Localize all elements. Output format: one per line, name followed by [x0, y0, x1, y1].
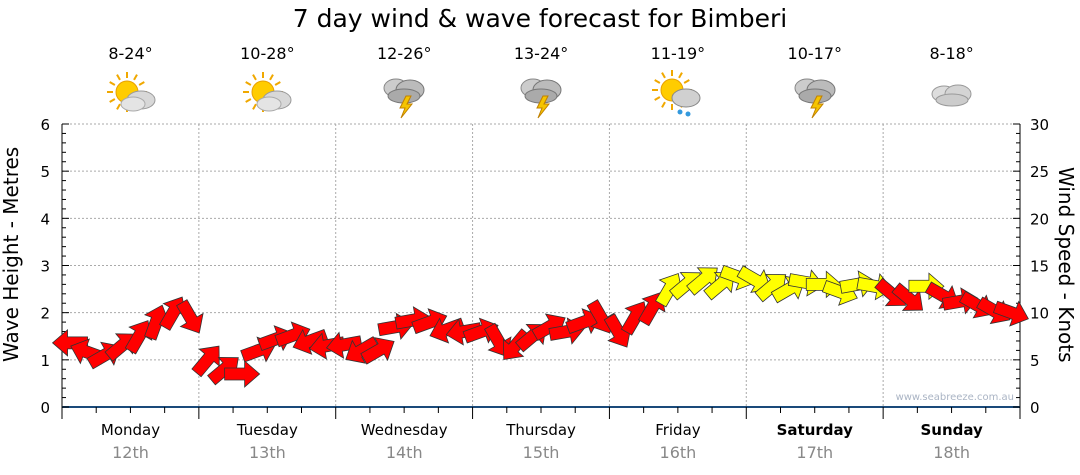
y2-tick-label: 30 — [1030, 116, 1049, 134]
day-temp: 13-24° — [513, 44, 569, 63]
wind-arrow — [686, 267, 718, 296]
day-temp: 10-17° — [787, 44, 843, 63]
weather-icon-sun-cloud — [62, 68, 199, 120]
day-temp: 8-24° — [108, 44, 153, 63]
storm-cloud-icon — [383, 78, 425, 119]
wind-arrow — [360, 337, 395, 365]
weather-icon-storm — [473, 68, 610, 120]
cloud-icon — [256, 90, 292, 112]
day-date: 13th — [248, 443, 286, 462]
wind-arrow — [176, 299, 204, 334]
y-tick-label: 0 — [40, 399, 50, 417]
wind-arrow — [992, 300, 1029, 327]
watermark: www.seabreeze.com.au — [896, 392, 1014, 403]
weather-icon-storm — [336, 68, 473, 120]
day-date: 16th — [659, 443, 697, 462]
y-tick-label: 1 — [40, 352, 50, 370]
y-tick-label: 2 — [40, 305, 50, 323]
wind-arrow — [891, 282, 924, 311]
day-name: Monday — [100, 421, 161, 439]
day-date: 18th — [933, 443, 971, 462]
wind-arrow-shape — [51, 328, 88, 357]
y2-tick-label: 0 — [1030, 399, 1040, 417]
cloud-icon — [120, 90, 155, 112]
day-name: Saturday — [776, 421, 853, 439]
wind-arrow-shape — [360, 337, 395, 365]
day-name: Wednesday — [360, 421, 448, 439]
y2-tick-label: 20 — [1030, 210, 1049, 228]
y-tick-label: 5 — [40, 163, 50, 181]
cloud-icon — [931, 84, 972, 107]
day-date: 14th — [385, 443, 423, 462]
wind-arrow-shape — [191, 345, 220, 378]
wind-arrow-shape — [345, 336, 380, 364]
wind-arrow — [51, 328, 88, 357]
wind-arrow — [754, 273, 787, 303]
rain-cloud-icon — [671, 88, 701, 117]
wind-arrow-shape — [992, 300, 1029, 327]
chart-title: 7 day wind & wave forecast for Bimberi — [292, 4, 788, 33]
y-tick-label: 4 — [40, 210, 50, 228]
wind-arrow-shape — [325, 331, 363, 359]
day-temp: 12-26° — [376, 44, 432, 63]
day-name: Tuesday — [236, 421, 298, 439]
y2-tick-label: 25 — [1030, 163, 1049, 181]
wind-arrow-shape — [207, 356, 239, 386]
wind-arrow — [224, 360, 261, 388]
y2-tick-label: 10 — [1030, 305, 1049, 323]
wind-arrow-shape — [754, 273, 787, 303]
day-name: Sunday — [920, 421, 983, 439]
y-tick-label: 6 — [40, 116, 50, 134]
wind-arrow — [325, 331, 363, 359]
wind-arrow — [191, 345, 220, 378]
day-date: 12th — [112, 443, 149, 462]
day-temp: 10-28° — [240, 44, 295, 63]
weather-icon-cloud — [883, 68, 1020, 120]
weather-icon-sun-cloud — [199, 68, 336, 120]
wind-arrow-shape — [224, 360, 261, 388]
wind-arrow — [207, 356, 239, 386]
wind-arrow-shape — [686, 267, 718, 296]
day-name: Thursday — [506, 421, 576, 439]
day-date: 15th — [522, 443, 560, 462]
day-name: Friday — [655, 421, 701, 439]
y2-tick-label: 5 — [1030, 352, 1040, 370]
day-temp: 11-19° — [650, 44, 706, 63]
y-tick-label: 3 — [40, 258, 50, 276]
y2-tick-label: 15 — [1030, 258, 1049, 276]
weather-icon-sun-cloud-rain — [609, 68, 746, 120]
weather-icon-storm — [746, 68, 883, 120]
day-temp: 8-18° — [929, 44, 974, 63]
day-date: 17th — [796, 443, 834, 462]
storm-cloud-icon — [520, 78, 562, 119]
wind-arrow-shape — [891, 282, 924, 311]
wind-arrow-shape — [176, 299, 204, 334]
wind-arrow — [345, 336, 380, 364]
storm-cloud-icon — [794, 78, 836, 119]
